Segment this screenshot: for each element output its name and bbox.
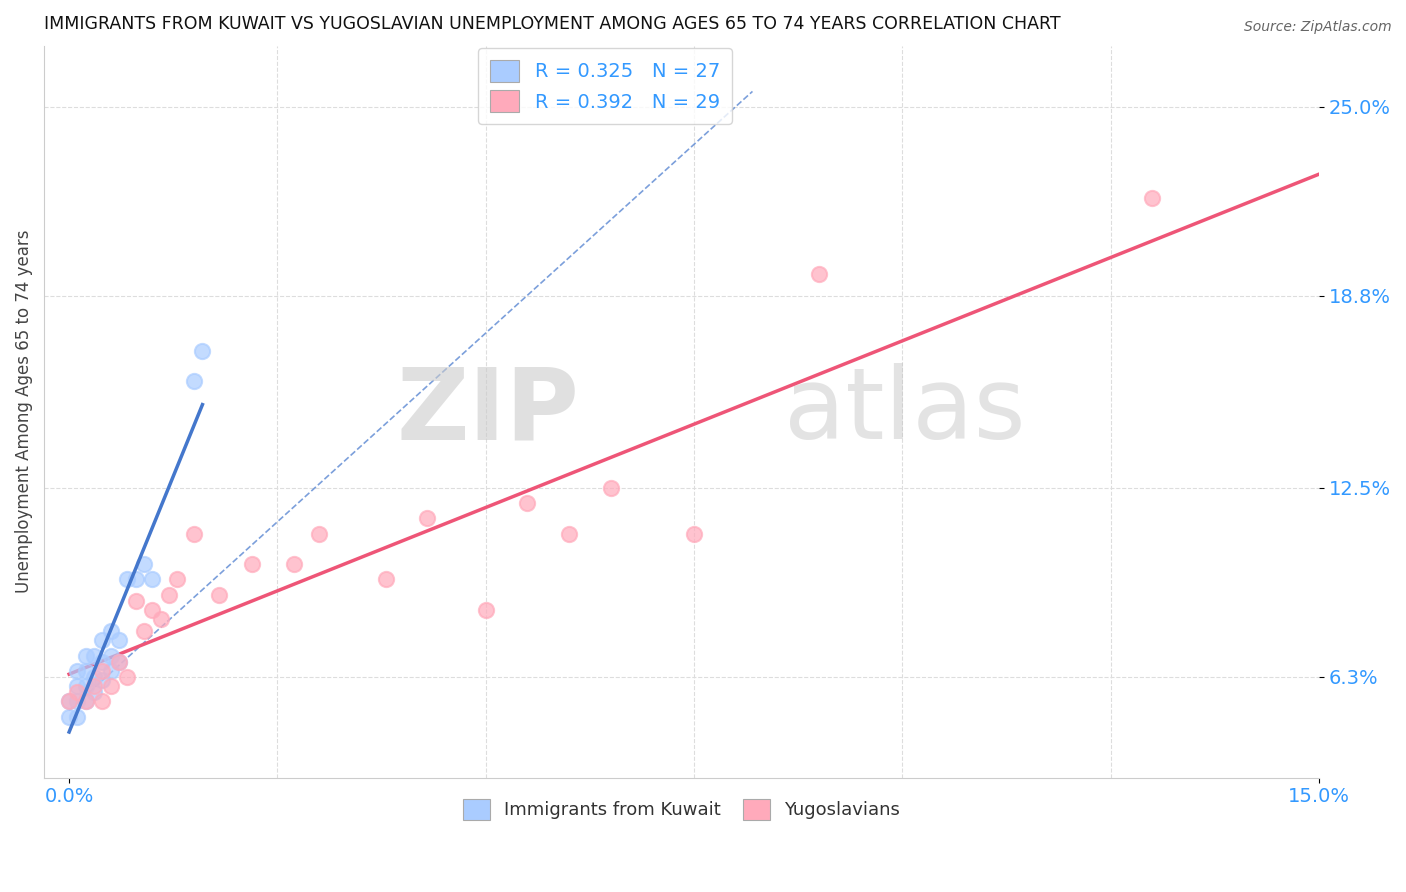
Point xyxy=(91,694,114,708)
Point xyxy=(83,670,105,684)
Point xyxy=(416,511,439,525)
Point xyxy=(108,633,131,648)
Point xyxy=(100,648,122,663)
Point xyxy=(117,572,139,586)
Point xyxy=(58,709,80,723)
Point xyxy=(75,694,97,708)
Point xyxy=(91,655,114,669)
Point xyxy=(58,694,80,708)
Point xyxy=(183,374,205,388)
Point xyxy=(132,624,155,639)
Point xyxy=(125,593,148,607)
Point xyxy=(108,655,131,669)
Text: ZIP: ZIP xyxy=(396,363,579,460)
Point xyxy=(83,685,105,699)
Point xyxy=(1142,191,1164,205)
Point xyxy=(91,664,114,678)
Point xyxy=(91,633,114,648)
Text: IMMIGRANTS FROM KUWAIT VS YUGOSLAVIAN UNEMPLOYMENT AMONG AGES 65 TO 74 YEARS COR: IMMIGRANTS FROM KUWAIT VS YUGOSLAVIAN UN… xyxy=(44,15,1060,33)
Point xyxy=(75,679,97,693)
Point xyxy=(125,572,148,586)
Point xyxy=(308,526,330,541)
Point xyxy=(100,664,122,678)
Point xyxy=(66,694,89,708)
Point xyxy=(83,679,105,693)
Point xyxy=(66,664,89,678)
Point xyxy=(117,670,139,684)
Point xyxy=(100,679,122,693)
Point xyxy=(66,679,89,693)
Point xyxy=(157,588,180,602)
Legend: Immigrants from Kuwait, Yugoslavians: Immigrants from Kuwait, Yugoslavians xyxy=(456,792,907,827)
Point xyxy=(166,572,188,586)
Point xyxy=(75,694,97,708)
Point xyxy=(58,694,80,708)
Point xyxy=(75,648,97,663)
Y-axis label: Unemployment Among Ages 65 to 74 years: Unemployment Among Ages 65 to 74 years xyxy=(15,230,32,593)
Point xyxy=(83,648,105,663)
Text: atlas: atlas xyxy=(783,363,1025,460)
Point xyxy=(208,588,231,602)
Point xyxy=(558,526,581,541)
Point xyxy=(183,526,205,541)
Point xyxy=(66,685,89,699)
Point xyxy=(141,572,163,586)
Point xyxy=(100,624,122,639)
Point xyxy=(516,496,538,510)
Point xyxy=(683,526,706,541)
Point xyxy=(91,673,114,687)
Point xyxy=(66,709,89,723)
Point xyxy=(149,612,172,626)
Point xyxy=(599,481,621,495)
Point xyxy=(108,655,131,669)
Point xyxy=(283,557,305,571)
Text: Source: ZipAtlas.com: Source: ZipAtlas.com xyxy=(1244,20,1392,34)
Point xyxy=(191,343,214,358)
Point xyxy=(132,557,155,571)
Point xyxy=(808,268,831,282)
Point xyxy=(374,572,396,586)
Point xyxy=(75,664,97,678)
Point xyxy=(475,603,498,617)
Point xyxy=(141,603,163,617)
Point xyxy=(242,557,264,571)
